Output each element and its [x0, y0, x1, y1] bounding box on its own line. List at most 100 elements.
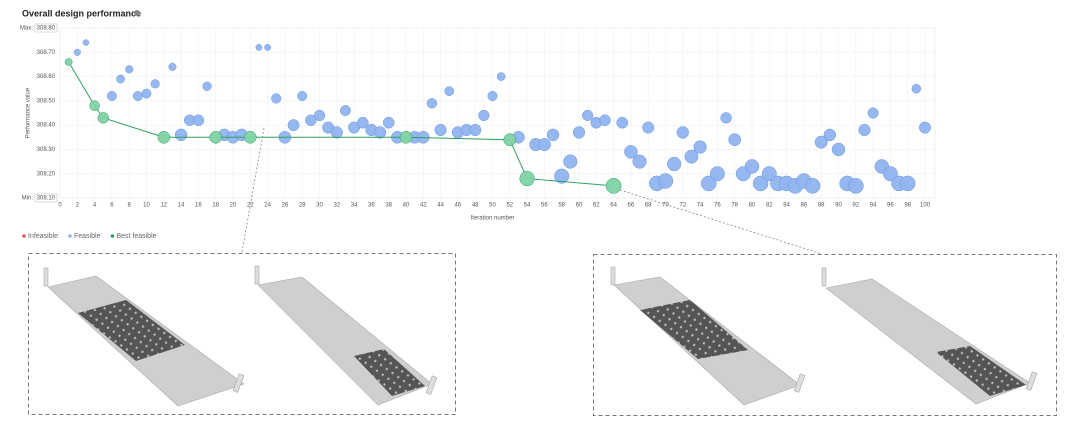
x-tick-label: 4 [93, 203, 97, 209]
y-tick-label: 308.40 [37, 123, 56, 129]
point [563, 154, 578, 169]
tick-box [34, 23, 58, 33]
point [340, 105, 351, 116]
point [882, 166, 898, 182]
x-tick-label: 24 [264, 203, 271, 209]
point [700, 175, 717, 192]
point [537, 138, 551, 152]
point [684, 149, 699, 164]
point [356, 116, 369, 129]
point [141, 88, 152, 99]
x-tick-label: 22 [247, 203, 254, 209]
point [546, 128, 560, 142]
point [599, 114, 611, 127]
x-tick-label: 66 [628, 203, 635, 209]
x-tick-label: 28 [299, 203, 306, 209]
point [582, 109, 594, 122]
x-tick-label: 46 [455, 203, 462, 209]
plot: 0 2 4 6 8 10 12 14 16 18 20 22 24 26 28 30 32 34 36 38 40 42 4… [20, 23, 936, 240]
point [150, 79, 160, 89]
point [444, 86, 455, 96]
point [554, 168, 570, 184]
x-tick-label: 14 [178, 203, 185, 209]
x-tick-label: 44 [437, 203, 444, 209]
legend-label: Best feasible [116, 233, 156, 240]
x-tick-label: 26 [282, 203, 289, 209]
x-tick-label: 64 [610, 203, 617, 209]
point [667, 156, 682, 172]
design-box [593, 254, 1057, 416]
y-tick-label: 308.70 [37, 50, 56, 56]
x-tick-label: 0 [58, 203, 62, 209]
point [255, 44, 263, 51]
legend-label: Infeasible [28, 233, 58, 240]
legend-marker [22, 234, 26, 238]
point [728, 133, 742, 147]
point [847, 178, 864, 194]
point [752, 175, 769, 192]
x-tick-label: 38 [385, 203, 392, 209]
best-point [244, 131, 257, 144]
best-point [605, 178, 622, 194]
y-tick-label: 308.50 [37, 98, 56, 104]
point [271, 93, 282, 104]
point [632, 154, 647, 169]
point [373, 126, 387, 139]
best-point [89, 100, 100, 111]
info-icon[interactable] [134, 10, 140, 16]
y-tick-label: 308.30 [37, 147, 56, 153]
x-tick-label: 74 [697, 203, 704, 209]
point [720, 112, 732, 124]
plot-area [59, 27, 936, 199]
legend-label: Feasible [74, 233, 101, 240]
x-tick-label: 34 [351, 203, 358, 209]
point [831, 142, 846, 157]
x-tick-label: 100 [920, 203, 931, 209]
point [382, 116, 395, 129]
point [192, 114, 205, 127]
point [132, 91, 143, 101]
legend-marker [68, 234, 72, 238]
point [709, 166, 725, 182]
point [469, 123, 482, 137]
x-tick-label: 42 [420, 203, 427, 209]
x-tick-label: 90 [835, 203, 842, 209]
point [426, 98, 438, 109]
point [168, 62, 177, 71]
point [657, 173, 674, 189]
point [478, 109, 490, 122]
point [858, 123, 871, 137]
point [116, 74, 125, 84]
x-tick-label: 62 [593, 203, 600, 209]
x-tick-label: 12 [160, 203, 167, 209]
point [82, 39, 90, 46]
point [676, 126, 689, 139]
x-tick-label: 50 [489, 203, 496, 209]
best-point [399, 131, 413, 144]
x-tick-label: 30 [316, 203, 323, 209]
point [616, 116, 629, 129]
connector [241, 127, 265, 253]
x-tick-label: 40 [403, 203, 410, 209]
x-tick-label: 70 [662, 203, 669, 209]
point [297, 91, 308, 101]
point [330, 126, 343, 139]
best-point [209, 131, 222, 144]
x-tick-label: 2 [76, 203, 80, 209]
x-tick-label: 68 [645, 203, 652, 209]
y-tick-label: 308.60 [37, 74, 56, 80]
point [287, 119, 300, 132]
point [174, 128, 188, 142]
legend-marker [110, 234, 115, 238]
x-tick-label: 72 [679, 203, 686, 209]
design-box [28, 253, 456, 415]
point [305, 114, 317, 127]
y-axis-title: Performance value [26, 87, 32, 138]
x-tick-label: 6 [110, 203, 114, 209]
x-tick-label: 58 [558, 203, 565, 209]
point [823, 128, 837, 142]
best-point [157, 131, 171, 144]
best-point [519, 170, 535, 187]
x-tick-label: 94 [870, 203, 877, 209]
